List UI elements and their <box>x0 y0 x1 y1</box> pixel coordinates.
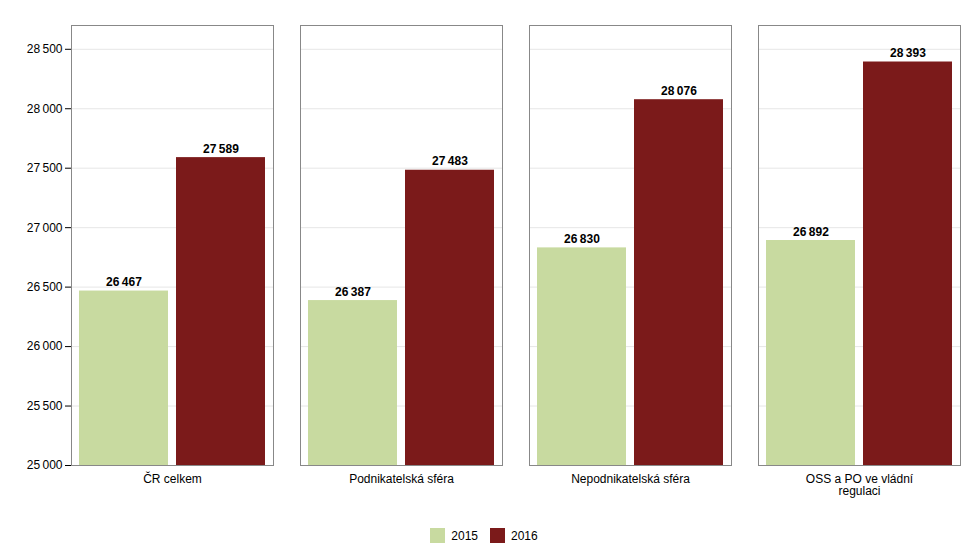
svg-text:27 589: 27 589 <box>203 142 239 156</box>
svg-text:OSS a PO ve vládníregulaci: OSS a PO ve vládníregulaci <box>806 472 914 498</box>
svg-text:26 500: 26 500 <box>27 280 63 294</box>
svg-text:26 892: 26 892 <box>793 225 829 239</box>
svg-text:27 000: 27 000 <box>27 221 63 235</box>
svg-text:26 467: 26 467 <box>106 275 142 289</box>
html-text:2016: 2016 <box>511 528 538 543</box>
svg-text:26 000: 26 000 <box>27 339 63 353</box>
svg-text:Nepodnikatelská sféra: Nepodnikatelská sféra <box>571 472 690 486</box>
svg-text:28 076: 28 076 <box>661 84 697 98</box>
svg-text:28 393: 28 393 <box>890 46 926 60</box>
svg-text:28 500: 28 500 <box>27 42 63 56</box>
html-text:2015: 2015 <box>451 528 478 543</box>
svg-text:27 483: 27 483 <box>432 154 468 168</box>
svg-text:27 500: 27 500 <box>27 161 63 175</box>
svg-text:28 000: 28 000 <box>27 102 63 116</box>
svg-text:25 500: 25 500 <box>27 399 63 413</box>
svg-text:Podnikatelská sféra: Podnikatelská sféra <box>349 472 454 486</box>
svg-text:26 830: 26 830 <box>564 232 600 246</box>
svg-text:ČR celkem: ČR celkem <box>143 471 202 486</box>
svg-text:26 387: 26 387 <box>335 285 371 299</box>
svg-text:25 000: 25 000 <box>27 458 63 472</box>
